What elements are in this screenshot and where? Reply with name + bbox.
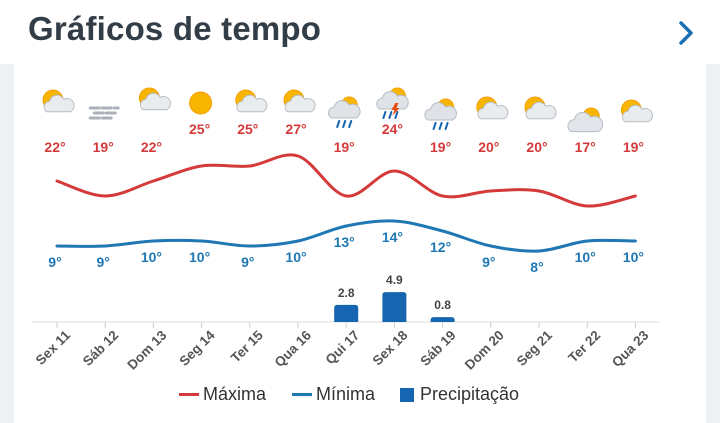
x-tick-label: Ter 15 <box>228 327 266 365</box>
legend-label-min: Mínima <box>316 384 376 404</box>
min-temp-line <box>55 219 637 253</box>
precip-label: 0.8 <box>434 298 451 312</box>
legend-swatch-min <box>292 393 312 396</box>
max-temp-label: 19° <box>623 139 644 155</box>
card-title: Gráficos de tempo <box>28 10 322 47</box>
min-temp-label: 10° <box>623 249 644 265</box>
chevron-right-icon <box>679 21 693 45</box>
x-tick-label: Qui 17 <box>323 328 363 368</box>
min-temp-label: 10° <box>285 249 306 265</box>
max-temp-label: 22° <box>141 139 162 155</box>
x-tick-label: Dom 20 <box>462 328 507 373</box>
precip-label: 4.9 <box>386 273 403 287</box>
x-tick-label: Sex 11 <box>33 327 74 368</box>
max-temp-label: 25° <box>237 121 258 137</box>
cloudy-icon <box>567 107 604 133</box>
card-header: Gráficos de tempo <box>0 0 720 64</box>
max-temp-label: 22° <box>44 139 65 155</box>
max-temp-label: 25° <box>189 121 210 137</box>
next-button[interactable] <box>672 16 700 50</box>
max-temp-label: 19° <box>334 139 355 155</box>
max-temp-label: 20° <box>478 139 499 155</box>
min-temp-label: 9° <box>97 254 110 270</box>
fog-icon <box>88 106 120 120</box>
legend-item-precip: Precipitação <box>400 384 519 405</box>
max-temp-line <box>55 153 637 208</box>
x-tick-label: Sáb 12 <box>80 328 121 369</box>
legend-item-max: Máxima <box>179 384 266 405</box>
legend-swatch-precip <box>400 387 414 402</box>
legend-item-min: Mínima <box>292 384 375 405</box>
min-temp-label: 14° <box>382 229 403 245</box>
x-tick-label: Qua 16 <box>272 327 315 370</box>
partly-sunny-icon <box>235 89 268 113</box>
min-temp-label: 12° <box>430 239 451 255</box>
partly-sunny-icon <box>138 87 171 111</box>
max-temp-label: 19° <box>93 139 114 155</box>
chart-legend: Máxima Mínima Precipitação <box>0 384 720 410</box>
legend-label-max: Máxima <box>203 384 267 404</box>
min-temp-label: 9° <box>48 254 61 270</box>
partly-sunny-icon <box>524 96 557 120</box>
max-temp-label: 17° <box>575 139 596 155</box>
x-tick-label: Dom 13 <box>124 327 169 372</box>
min-temp-label: 13° <box>334 234 355 250</box>
max-temp-label: 19° <box>430 139 451 155</box>
max-temp-label: 24° <box>382 121 403 137</box>
precip-label: 2.8 <box>338 286 355 300</box>
x-tick-label: Qua 23 <box>609 327 652 370</box>
partly-sunny-icon <box>620 99 653 123</box>
min-temp-label: 8° <box>530 259 543 275</box>
rain-icon <box>328 96 361 128</box>
x-tick-label: Seg 21 <box>514 327 556 369</box>
weather-chart-card <box>14 0 706 423</box>
precip-bar <box>334 304 359 322</box>
x-tick-label: Ter 22 <box>565 328 603 366</box>
partly-sunny-icon <box>476 96 509 120</box>
min-temp-label: 9° <box>482 254 495 270</box>
x-tick-label: Sex 18 <box>370 327 411 368</box>
x-tick-label: Sáb 19 <box>417 328 458 369</box>
precip-bar <box>382 292 407 322</box>
sun-icon <box>189 91 213 115</box>
min-temp-label: 9° <box>241 254 254 270</box>
precip-bar <box>430 317 455 322</box>
min-temp-label: 10° <box>575 249 596 265</box>
x-tick-label: Seg 14 <box>176 327 218 369</box>
partly-sunny-icon <box>42 89 75 113</box>
max-temp-label: 20° <box>526 139 547 155</box>
thunderstorm-icon <box>376 87 409 119</box>
legend-swatch-max <box>179 393 199 396</box>
partly-sunny-icon <box>283 89 316 113</box>
min-temp-label: 10° <box>189 249 210 265</box>
max-temp-label: 27° <box>285 121 306 137</box>
weather-chart: Sex 11 Sáb 12 Dom 13 Seg 14 Ter 15 Qua 16 Qui … <box>32 87 660 373</box>
rain-icon <box>424 98 457 130</box>
min-temp-label: 10° <box>141 249 162 265</box>
legend-label-precip: Precipitação <box>420 384 520 404</box>
